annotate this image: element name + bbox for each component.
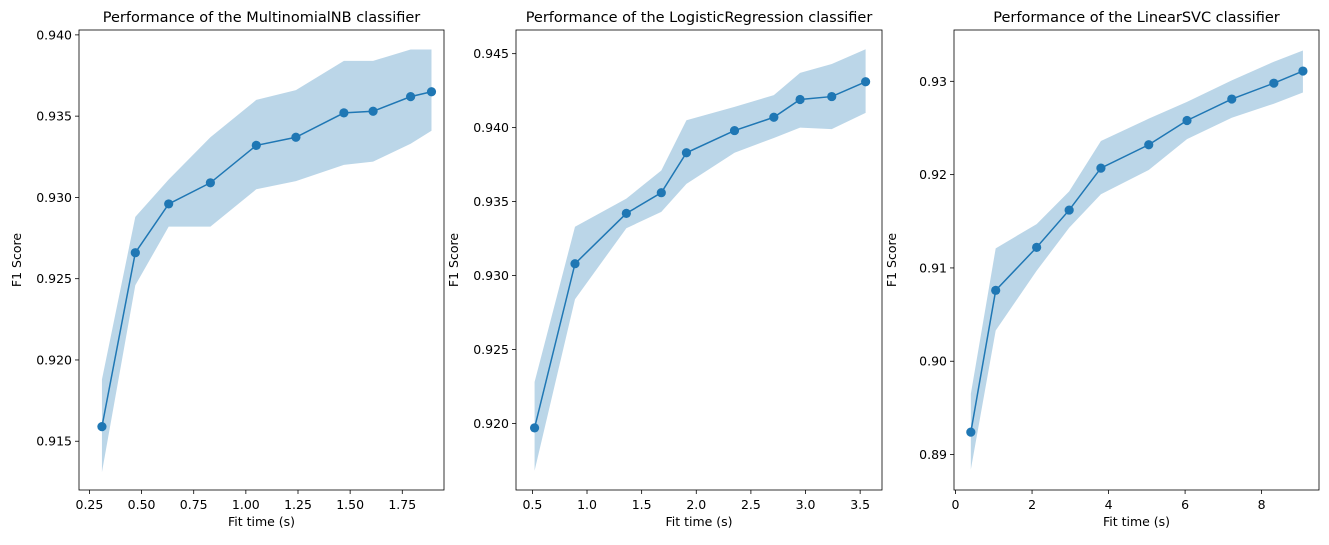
chart-title: Performance of the LinearSVC classifier (993, 10, 1279, 26)
axes-frame (953, 29, 1320, 491)
y-tick-label: 0.91 (919, 260, 947, 275)
data-point (1032, 242, 1042, 252)
x-tick-label: 0.75 (180, 497, 208, 512)
data-point (1144, 140, 1154, 150)
x-tick-label: 1.25 (284, 497, 312, 512)
x-tick-label: 0 (952, 497, 960, 512)
data-point (529, 423, 540, 433)
x-tick-label: 0.50 (128, 497, 156, 512)
y-tick-label: 0.89 (919, 447, 947, 462)
y-axis-label: F1 Score (446, 233, 461, 287)
confidence-band (101, 49, 432, 473)
data-point (291, 132, 301, 142)
x-tick-label: 2.0 (686, 497, 706, 512)
series-line (533, 81, 866, 429)
x-tick-label: 3.0 (796, 497, 816, 512)
x-tick-label: 1.00 (232, 497, 260, 512)
data-point (251, 140, 261, 151)
panel-linearsvc: Performance of the LinearSVC classifier … (884, 10, 1320, 529)
y-tick-label: 0.935 (36, 109, 72, 124)
data-point (861, 77, 871, 87)
y-tick-label: 0.92 (919, 167, 947, 182)
x-tick-label: 2.5 (741, 497, 761, 512)
x-axis-label: Fit time (s) (665, 514, 732, 529)
x-tick-label: 1.5 (632, 497, 652, 512)
y-tick-label: 0.920 (36, 352, 72, 367)
data-point (1269, 78, 1279, 88)
data-point (1182, 115, 1192, 126)
series-line (101, 91, 432, 427)
data-point (656, 188, 666, 198)
data-point (426, 87, 437, 97)
x-axis-label: Fit time (s) (1103, 514, 1170, 529)
x-tick-label: 1.50 (336, 497, 364, 512)
data-point (795, 94, 805, 105)
data-point (368, 106, 378, 116)
x-tick-label: 4 (1105, 497, 1113, 512)
series-line (970, 70, 1304, 433)
y-tick-label: 0.920 (473, 416, 509, 431)
data-point (621, 208, 631, 219)
y-tick-label: 0.925 (473, 342, 509, 357)
y-axis-label: F1 Score (9, 233, 24, 287)
data-point (769, 112, 779, 122)
data-point (1096, 163, 1106, 173)
confidence-band (534, 49, 866, 471)
chart-title: Performance of the MultinomialNB classif… (103, 10, 421, 26)
x-tick-label: 0.25 (76, 497, 104, 512)
x-tick-label: 3.5 (850, 497, 870, 512)
data-point (164, 199, 174, 209)
data-point (130, 248, 140, 258)
y-tick-label: 0.915 (36, 434, 72, 449)
y-tick-label: 0.93 (919, 74, 947, 89)
x-tick-label: 8 (1258, 497, 1266, 512)
x-tick-label: 2 (1028, 497, 1036, 512)
data-point (991, 285, 1001, 295)
data-point (97, 422, 107, 432)
x-tick-label: 1.75 (388, 497, 416, 512)
data-point (1064, 205, 1074, 215)
y-tick-label: 0.90 (919, 354, 947, 369)
axes-frame (515, 29, 883, 491)
y-axis-label: F1 Score (884, 233, 899, 287)
x-tick-label: 6 (1181, 497, 1189, 512)
data-point (406, 92, 416, 102)
y-tick-label: 0.930 (36, 190, 72, 205)
panel-logisticregression: Performance of the LogisticRegression cl… (446, 10, 883, 529)
y-tick-label: 0.945 (473, 46, 509, 61)
y-tick-label: 0.935 (473, 194, 509, 209)
panel-multinomialnb: Performance of the MultinomialNB classif… (9, 10, 445, 529)
x-tick-label: 1.0 (577, 497, 597, 512)
x-axis-label: Fit time (s) (228, 514, 295, 529)
data-point (570, 259, 580, 269)
data-point (966, 427, 976, 437)
y-tick-label: 0.925 (36, 271, 72, 286)
data-point (205, 178, 215, 188)
data-point (729, 125, 740, 136)
data-point (1227, 94, 1237, 104)
confidence-band (970, 50, 1303, 470)
y-tick-label: 0.940 (473, 120, 509, 135)
y-tick-label: 0.940 (36, 27, 72, 42)
x-tick-label: 0.5 (522, 497, 542, 512)
data-point (1298, 66, 1308, 76)
axes-frame (78, 29, 445, 491)
data-point (681, 148, 692, 158)
data-point (339, 108, 349, 118)
y-tick-label: 0.930 (473, 268, 509, 283)
data-point (827, 91, 837, 102)
chart-title: Performance of the LogisticRegression cl… (526, 10, 873, 26)
